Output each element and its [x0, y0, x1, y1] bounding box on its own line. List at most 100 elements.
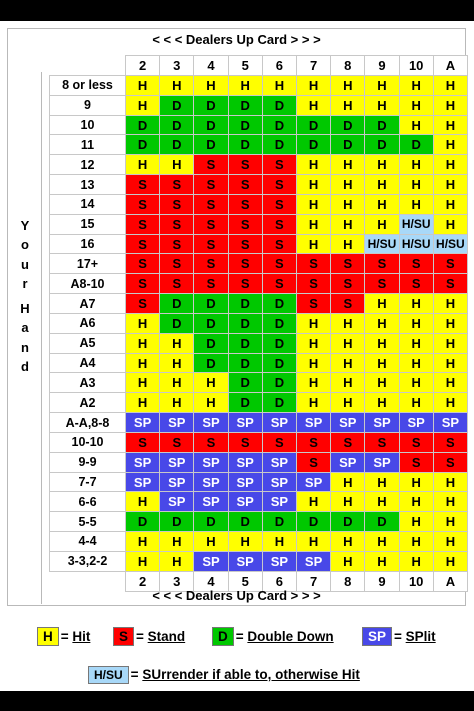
- strategy-cell: D: [261, 332, 297, 354]
- strategy-cell: H: [193, 372, 229, 394]
- legend-stand-key: S: [113, 627, 135, 646]
- your-hand-letter: d: [21, 359, 29, 374]
- strategy-cell: S: [125, 293, 161, 314]
- strategy-cell: H: [398, 511, 434, 533]
- strategy-cell: S: [398, 273, 434, 295]
- strategy-cell: H: [364, 471, 400, 493]
- strategy-cell: H: [330, 312, 366, 334]
- strategy-cell: SP: [125, 471, 161, 493]
- dealer-card-footer: 2: [125, 570, 161, 592]
- player-hand-label: 17+: [49, 253, 126, 275]
- strategy-cell: H: [364, 491, 400, 513]
- strategy-cell: H: [296, 372, 332, 394]
- strategy-cell: S: [159, 174, 195, 195]
- strategy-cell: D: [261, 114, 297, 136]
- strategy-cell: S: [261, 174, 297, 195]
- strategy-cell: S: [227, 273, 263, 295]
- strategy-cell: H: [330, 491, 366, 513]
- strategy-cell: S: [330, 253, 366, 275]
- dealer-card-header: 3: [159, 55, 195, 76]
- strategy-cell: S: [227, 174, 263, 195]
- strategy-cell: D: [227, 511, 263, 533]
- strategy-cell: S: [296, 293, 332, 314]
- strategy-cell: D: [159, 511, 195, 533]
- strategy-cell: H: [125, 75, 161, 96]
- player-hand-label: 8 or less: [49, 75, 126, 96]
- strategy-cell: S: [193, 233, 229, 255]
- strategy-cell: H: [125, 550, 161, 572]
- strategy-cell: D: [364, 134, 400, 156]
- strategy-cell: S: [193, 193, 229, 215]
- strategy-cell: H: [432, 471, 468, 493]
- strategy-cell: SP: [261, 412, 297, 433]
- strategy-cell: S: [193, 273, 229, 295]
- strategy-cell: S: [296, 273, 332, 295]
- player-hand-label: A7: [49, 293, 126, 314]
- strategy-cell: H: [364, 293, 400, 314]
- strategy-cell: H: [364, 75, 400, 96]
- strategy-cell: H: [398, 75, 434, 96]
- strategy-cell: H: [125, 491, 161, 513]
- strategy-cell: D: [159, 312, 195, 334]
- strategy-cell: SP: [364, 451, 400, 473]
- strategy-cell: SP: [159, 491, 195, 513]
- player-hand-label: 7-7: [49, 471, 126, 493]
- strategy-cell: H: [330, 471, 366, 493]
- your-hand-letter: o: [21, 237, 29, 252]
- strategy-cell: H: [261, 75, 297, 96]
- player-hand-label: A3: [49, 372, 126, 394]
- strategy-cell: H: [193, 75, 229, 96]
- strategy-cell: D: [125, 511, 161, 533]
- strategy-cell: S: [432, 253, 468, 275]
- dealer-card-header: 6: [261, 55, 297, 76]
- strategy-cell: S: [330, 273, 366, 295]
- strategy-cell: SP: [398, 412, 434, 433]
- strategy-cell: H: [432, 312, 468, 334]
- strategy-cell: H: [398, 154, 434, 176]
- your-hand-letter: H: [20, 301, 30, 316]
- strategy-cell: S: [227, 253, 263, 275]
- strategy-cell: SP: [159, 451, 195, 473]
- strategy-cell: SP: [227, 451, 263, 473]
- strategy-cell: D: [227, 134, 263, 156]
- dealer-card-header: 10: [398, 55, 434, 76]
- strategy-cell: SP: [193, 491, 229, 513]
- strategy-cell: S: [125, 233, 161, 255]
- strategy-cell: H: [398, 550, 434, 572]
- strategy-cell: SP: [193, 550, 229, 572]
- strategy-cell: S: [159, 273, 195, 295]
- strategy-cell: H: [330, 213, 366, 235]
- strategy-cell: H: [330, 174, 366, 195]
- strategy-cell: S: [330, 293, 366, 314]
- strategy-cell: S: [261, 273, 297, 295]
- strategy-cell: D: [364, 511, 400, 533]
- strategy-cell: D: [193, 332, 229, 354]
- strategy-cell: H: [125, 312, 161, 334]
- strategy-cell: SP: [227, 550, 263, 572]
- strategy-cell: H: [125, 94, 161, 116]
- strategy-cell: D: [261, 511, 297, 533]
- strategy-cell: S: [193, 213, 229, 235]
- strategy-cell: SP: [159, 471, 195, 493]
- player-hand-label: 10: [49, 114, 126, 136]
- your-hand-letter: Y: [20, 218, 30, 233]
- player-hand-label: 10-10: [49, 431, 126, 453]
- strategy-cell: S: [432, 273, 468, 295]
- strategy-cell: S: [261, 431, 297, 453]
- strategy-cell: SP: [227, 412, 263, 433]
- strategy-cell: S: [261, 154, 297, 176]
- strategy-cell: H: [432, 94, 468, 116]
- legend-hit-label: Hit: [72, 629, 91, 644]
- strategy-cell: S: [193, 253, 229, 275]
- strategy-cell: D: [364, 114, 400, 136]
- player-hand-label: 12: [49, 154, 126, 176]
- strategy-cell: S: [193, 431, 229, 453]
- dealer-card-footer: 10: [398, 570, 434, 592]
- strategy-cell: D: [227, 372, 263, 394]
- strategy-cell: S: [261, 233, 297, 255]
- legend-split: SP = SPlit: [362, 627, 436, 646]
- player-hand-label: 15: [49, 213, 126, 235]
- strategy-cell: H/SU: [398, 233, 434, 255]
- dealer-card-footer: 3: [159, 570, 195, 592]
- strategy-cell: H/SU: [398, 213, 434, 235]
